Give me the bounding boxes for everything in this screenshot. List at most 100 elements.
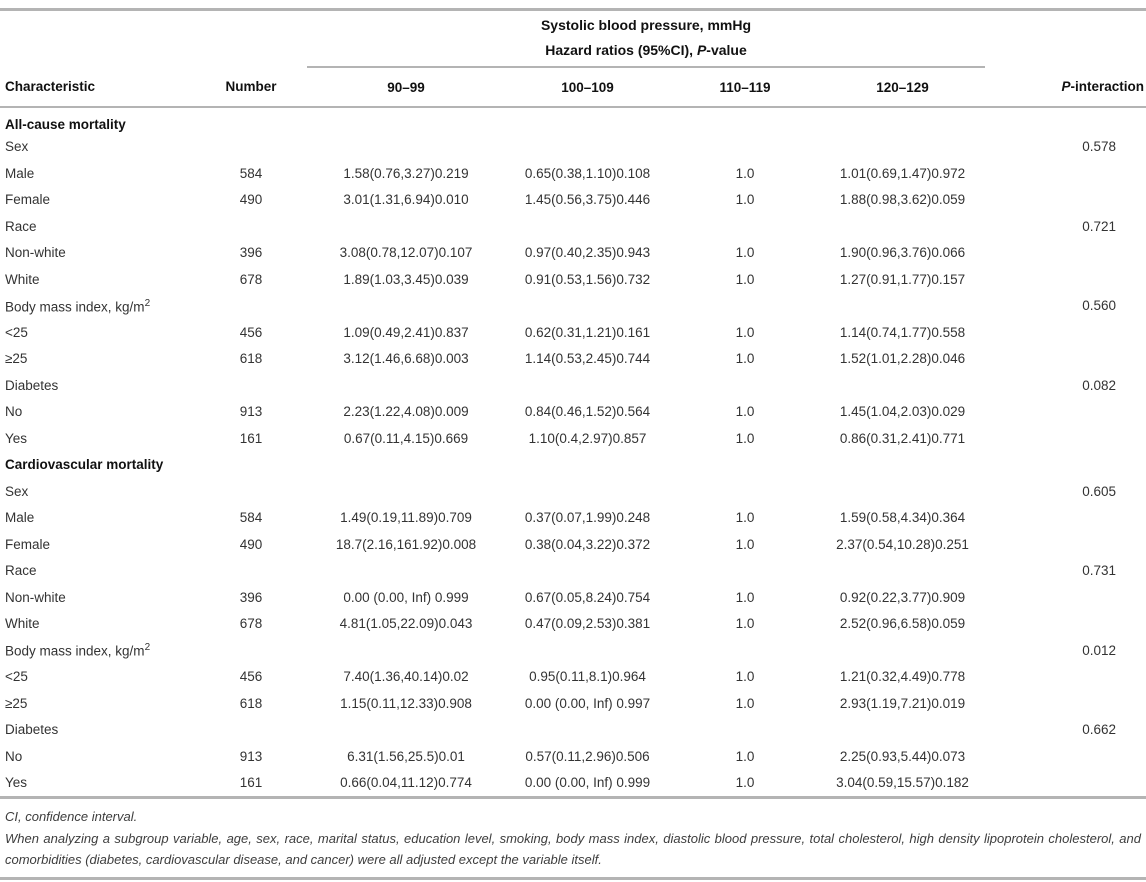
hr-cell-90-99: 3.08(0.78,12.07)0.107	[339, 245, 473, 261]
hr-cell-100-109: 0.57(0.11,2.96)0.506	[525, 748, 650, 764]
table-row: No 913 6.31(1.56,25.5)0.01 0.57(0.11,2.96)0…	[0, 743, 1146, 770]
hr-cell-120-129	[820, 637, 985, 664]
hr-cell-100-109	[505, 293, 670, 320]
hr-cell-110-119: 1.0	[735, 430, 755, 446]
hr-cell-100-109	[505, 372, 670, 399]
number-cell: 913	[239, 748, 263, 764]
characteristic-label: Diabetes	[5, 377, 59, 393]
subgroup-hazard-ratio-table: Systolic blood pressure, mmHg Hazard rat…	[0, 8, 1146, 796]
hr-cell-120-129: 1.90(0.96,3.76)0.066	[839, 245, 966, 261]
table-row: Sex 0.578	[0, 134, 1146, 161]
hr-cell-120-129: 1.01(0.69,1.47)0.972	[839, 165, 966, 181]
number-cell: 584	[239, 165, 263, 181]
hr-cell-90-99: 2.23(1.22,4.08)0.009	[343, 404, 469, 420]
hr-cell-110-119	[670, 213, 820, 240]
number-cell	[195, 558, 307, 585]
group-header-row: Systolic blood pressure, mmHg Hazard rat…	[0, 9, 1146, 68]
table-footnotes: CI, confidence interval. When analyzing …	[0, 796, 1146, 880]
table-row: Diabetes 0.082	[0, 372, 1146, 399]
hr-cell-110-119	[670, 478, 820, 505]
hr-cell-100-109: 0.84(0.46,1.52)0.564	[524, 404, 651, 420]
section-label: All-cause mortality	[5, 116, 126, 132]
characteristic-label: No	[5, 404, 23, 420]
section-row: Cardiovascular mortality	[0, 452, 1146, 479]
hr-cell-110-119	[670, 558, 820, 585]
hr-cell-90-99: 3.12(1.46,6.68)0.003	[343, 351, 469, 367]
characteristic-label: <25	[5, 669, 28, 685]
p-interaction-cell	[985, 240, 1146, 267]
p-interaction-cell	[985, 160, 1146, 187]
hr-cell-110-119: 1.0	[735, 775, 755, 791]
hr-cell-120-129: 2.93(1.19,7.21)0.019	[839, 695, 966, 711]
hr-cell-90-99: 1.89(1.03,3.45)0.039	[343, 271, 469, 287]
p-interaction-cell: 0.605	[1082, 483, 1116, 499]
characteristic-label: White	[5, 271, 40, 287]
characteristic-label: ≥25	[5, 695, 28, 711]
number-cell	[195, 452, 307, 479]
hr-cell-90-99	[307, 372, 505, 399]
hr-cell-110-119: 1.0	[735, 695, 755, 711]
number-cell	[195, 213, 307, 240]
hr-cell-100-109: 0.37(0.07,1.99)0.248	[524, 510, 651, 526]
table-row: Body mass index, kg/m2 0.012	[0, 637, 1146, 664]
section-label: Cardiovascular mortality	[5, 457, 164, 473]
number-cell: 678	[239, 271, 263, 287]
hr-cell-100-109: 0.97(0.40,2.35)0.943	[524, 245, 651, 261]
hr-cell-110-119: 1.0	[735, 748, 755, 764]
hr-cell-90-99: 18.7(2.16,161.92)0.008	[335, 536, 477, 552]
p-interaction-cell	[985, 505, 1146, 532]
hr-cell-100-109: 0.00 (0.00, Inf) 0.997	[524, 695, 651, 711]
characteristic-label: Yes	[5, 430, 28, 446]
table-row: No 913 2.23(1.22,4.08)0.009 0.84(0.46,1.52)…	[0, 399, 1146, 426]
number-cell: 456	[239, 324, 263, 340]
hr-cell-120-129	[820, 478, 985, 505]
p-interaction-cell	[985, 531, 1146, 558]
hr-cell-100-109: 0.67(0.05,8.24)0.754	[524, 589, 651, 605]
number-cell: 456	[239, 669, 263, 685]
characteristic-label: ≥25	[5, 351, 28, 367]
p-interaction-cell: 0.662	[1082, 722, 1116, 738]
p-interaction-cell: 0.082	[1082, 377, 1116, 393]
footnote-adjustment-note: When analyzing a subgroup variable, age,…	[5, 830, 1141, 868]
hr-cell-100-109: 1.45(0.56,3.75)0.446	[524, 192, 651, 208]
number-cell: 490	[239, 192, 263, 208]
column-header-characteristic: Characteristic	[0, 67, 195, 108]
number-cell	[195, 717, 307, 744]
hr-cell-110-119: 1.0	[735, 324, 755, 340]
table-row: Female 490 3.01(1.31,6.94)0.010 1.45(0.56,3…	[0, 187, 1146, 214]
table-row: Female 490 18.7(2.16,161.92)0.008 0.38(0.04…	[0, 531, 1146, 558]
p-interaction-cell	[985, 611, 1146, 638]
hr-cell-110-119	[670, 107, 820, 134]
characteristic-label: Body mass index, kg/m2	[5, 297, 151, 315]
characteristic-label: Race	[5, 218, 37, 234]
hr-cell-110-119: 1.0	[735, 616, 755, 632]
p-interaction-cell	[985, 584, 1146, 611]
characteristic-label: Non-white	[5, 589, 66, 605]
hr-cell-110-119	[670, 452, 820, 479]
hr-cell-90-99: 0.00 (0.00, Inf) 0.999	[343, 589, 469, 605]
group-header: Systolic blood pressure, mmHg Hazard rat…	[307, 9, 985, 68]
hr-cell-120-129: 1.21(0.32,4.49)0.778	[839, 669, 966, 685]
section-row: All-cause mortality	[0, 107, 1146, 134]
hr-cell-120-129: 3.04(0.59,15.57)0.182	[836, 775, 969, 791]
number-cell	[195, 478, 307, 505]
hr-cell-120-129: 1.52(1.01,2.28)0.046	[839, 351, 966, 367]
hr-cell-100-109	[505, 452, 670, 479]
hr-cell-120-129: 1.14(0.74,1.77)0.558	[839, 324, 966, 340]
p-interaction-cell	[985, 399, 1146, 426]
characteristic-label: Sex	[5, 483, 29, 499]
number-cell	[195, 107, 307, 134]
number-cell: 618	[239, 695, 263, 711]
table-row: ≥25 618 3.12(1.46,6.68)0.003 1.14(0.53,2.45…	[0, 346, 1146, 373]
hr-cell-90-99	[307, 478, 505, 505]
p-interaction-cell	[985, 743, 1146, 770]
hr-cell-90-99	[307, 717, 505, 744]
hr-cell-110-119: 1.0	[735, 669, 755, 685]
footnote-ci-abbreviation: CI, confidence interval.	[5, 809, 138, 824]
group-header-spacer-left	[0, 10, 307, 68]
hr-cell-100-109: 1.14(0.53,2.45)0.744	[524, 351, 651, 367]
table-row: Race 0.731	[0, 558, 1146, 585]
column-header-120-129: 120–129	[820, 67, 985, 108]
hr-cell-100-109: 0.38(0.04,3.22)0.372	[524, 536, 651, 552]
hr-cell-100-109: 0.95(0.11,8.1)0.964	[529, 669, 646, 685]
